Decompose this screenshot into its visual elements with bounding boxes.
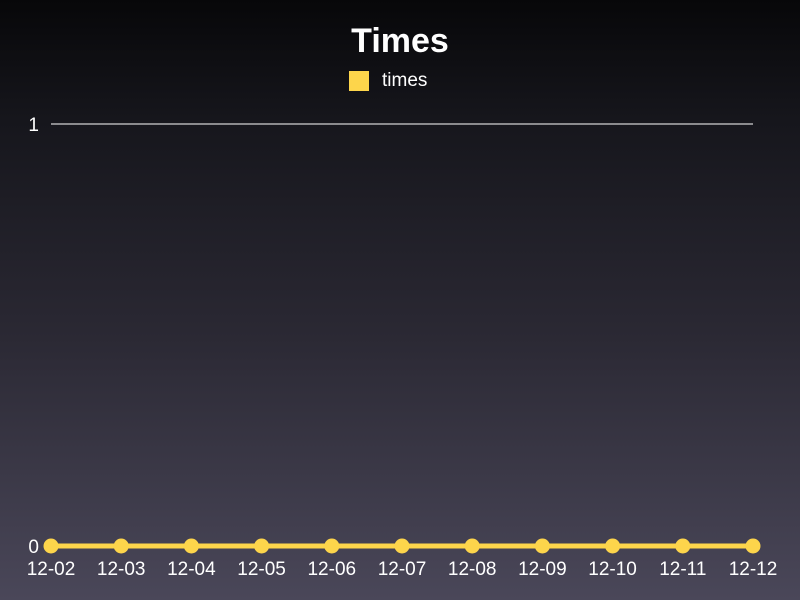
x-tick-label: 12-02 bbox=[27, 559, 76, 580]
x-tick-label: 12-08 bbox=[448, 559, 497, 580]
series-layer bbox=[43, 538, 761, 554]
data-point bbox=[113, 538, 129, 554]
data-point bbox=[183, 538, 199, 554]
x-axis-labels: 12-02 12-03 12-04 12-05 12-06 12-07 12-08 12-09… bbox=[27, 559, 778, 580]
x-tick-label: 12-12 bbox=[729, 559, 778, 580]
data-point bbox=[464, 538, 480, 554]
data-point bbox=[254, 538, 270, 554]
x-tick-label: 12-11 bbox=[659, 559, 706, 580]
data-point bbox=[675, 538, 691, 554]
x-tick-label: 12-06 bbox=[307, 559, 356, 580]
data-point bbox=[534, 538, 550, 554]
legend[interactable]: times bbox=[349, 70, 427, 92]
y-tick-label: 0 bbox=[28, 537, 39, 558]
x-tick-label: 12-05 bbox=[237, 559, 286, 580]
data-point bbox=[745, 538, 761, 554]
data-point bbox=[324, 538, 340, 554]
data-point bbox=[394, 538, 410, 554]
y-tick-label: 1 bbox=[28, 115, 39, 136]
y-axis-labels: 01 bbox=[28, 115, 39, 558]
x-tick-label: 12-04 bbox=[167, 559, 216, 580]
data-point bbox=[43, 538, 59, 554]
legend-label: times bbox=[382, 70, 428, 91]
x-tick-label: 12-07 bbox=[378, 559, 427, 580]
data-point bbox=[605, 538, 621, 554]
chart-title: Times bbox=[351, 22, 449, 60]
x-tick-label: 12-09 bbox=[518, 559, 567, 580]
x-tick-label: 12-03 bbox=[97, 559, 146, 580]
legend-swatch-icon bbox=[349, 71, 369, 91]
x-tick-label: 12-10 bbox=[588, 559, 637, 580]
